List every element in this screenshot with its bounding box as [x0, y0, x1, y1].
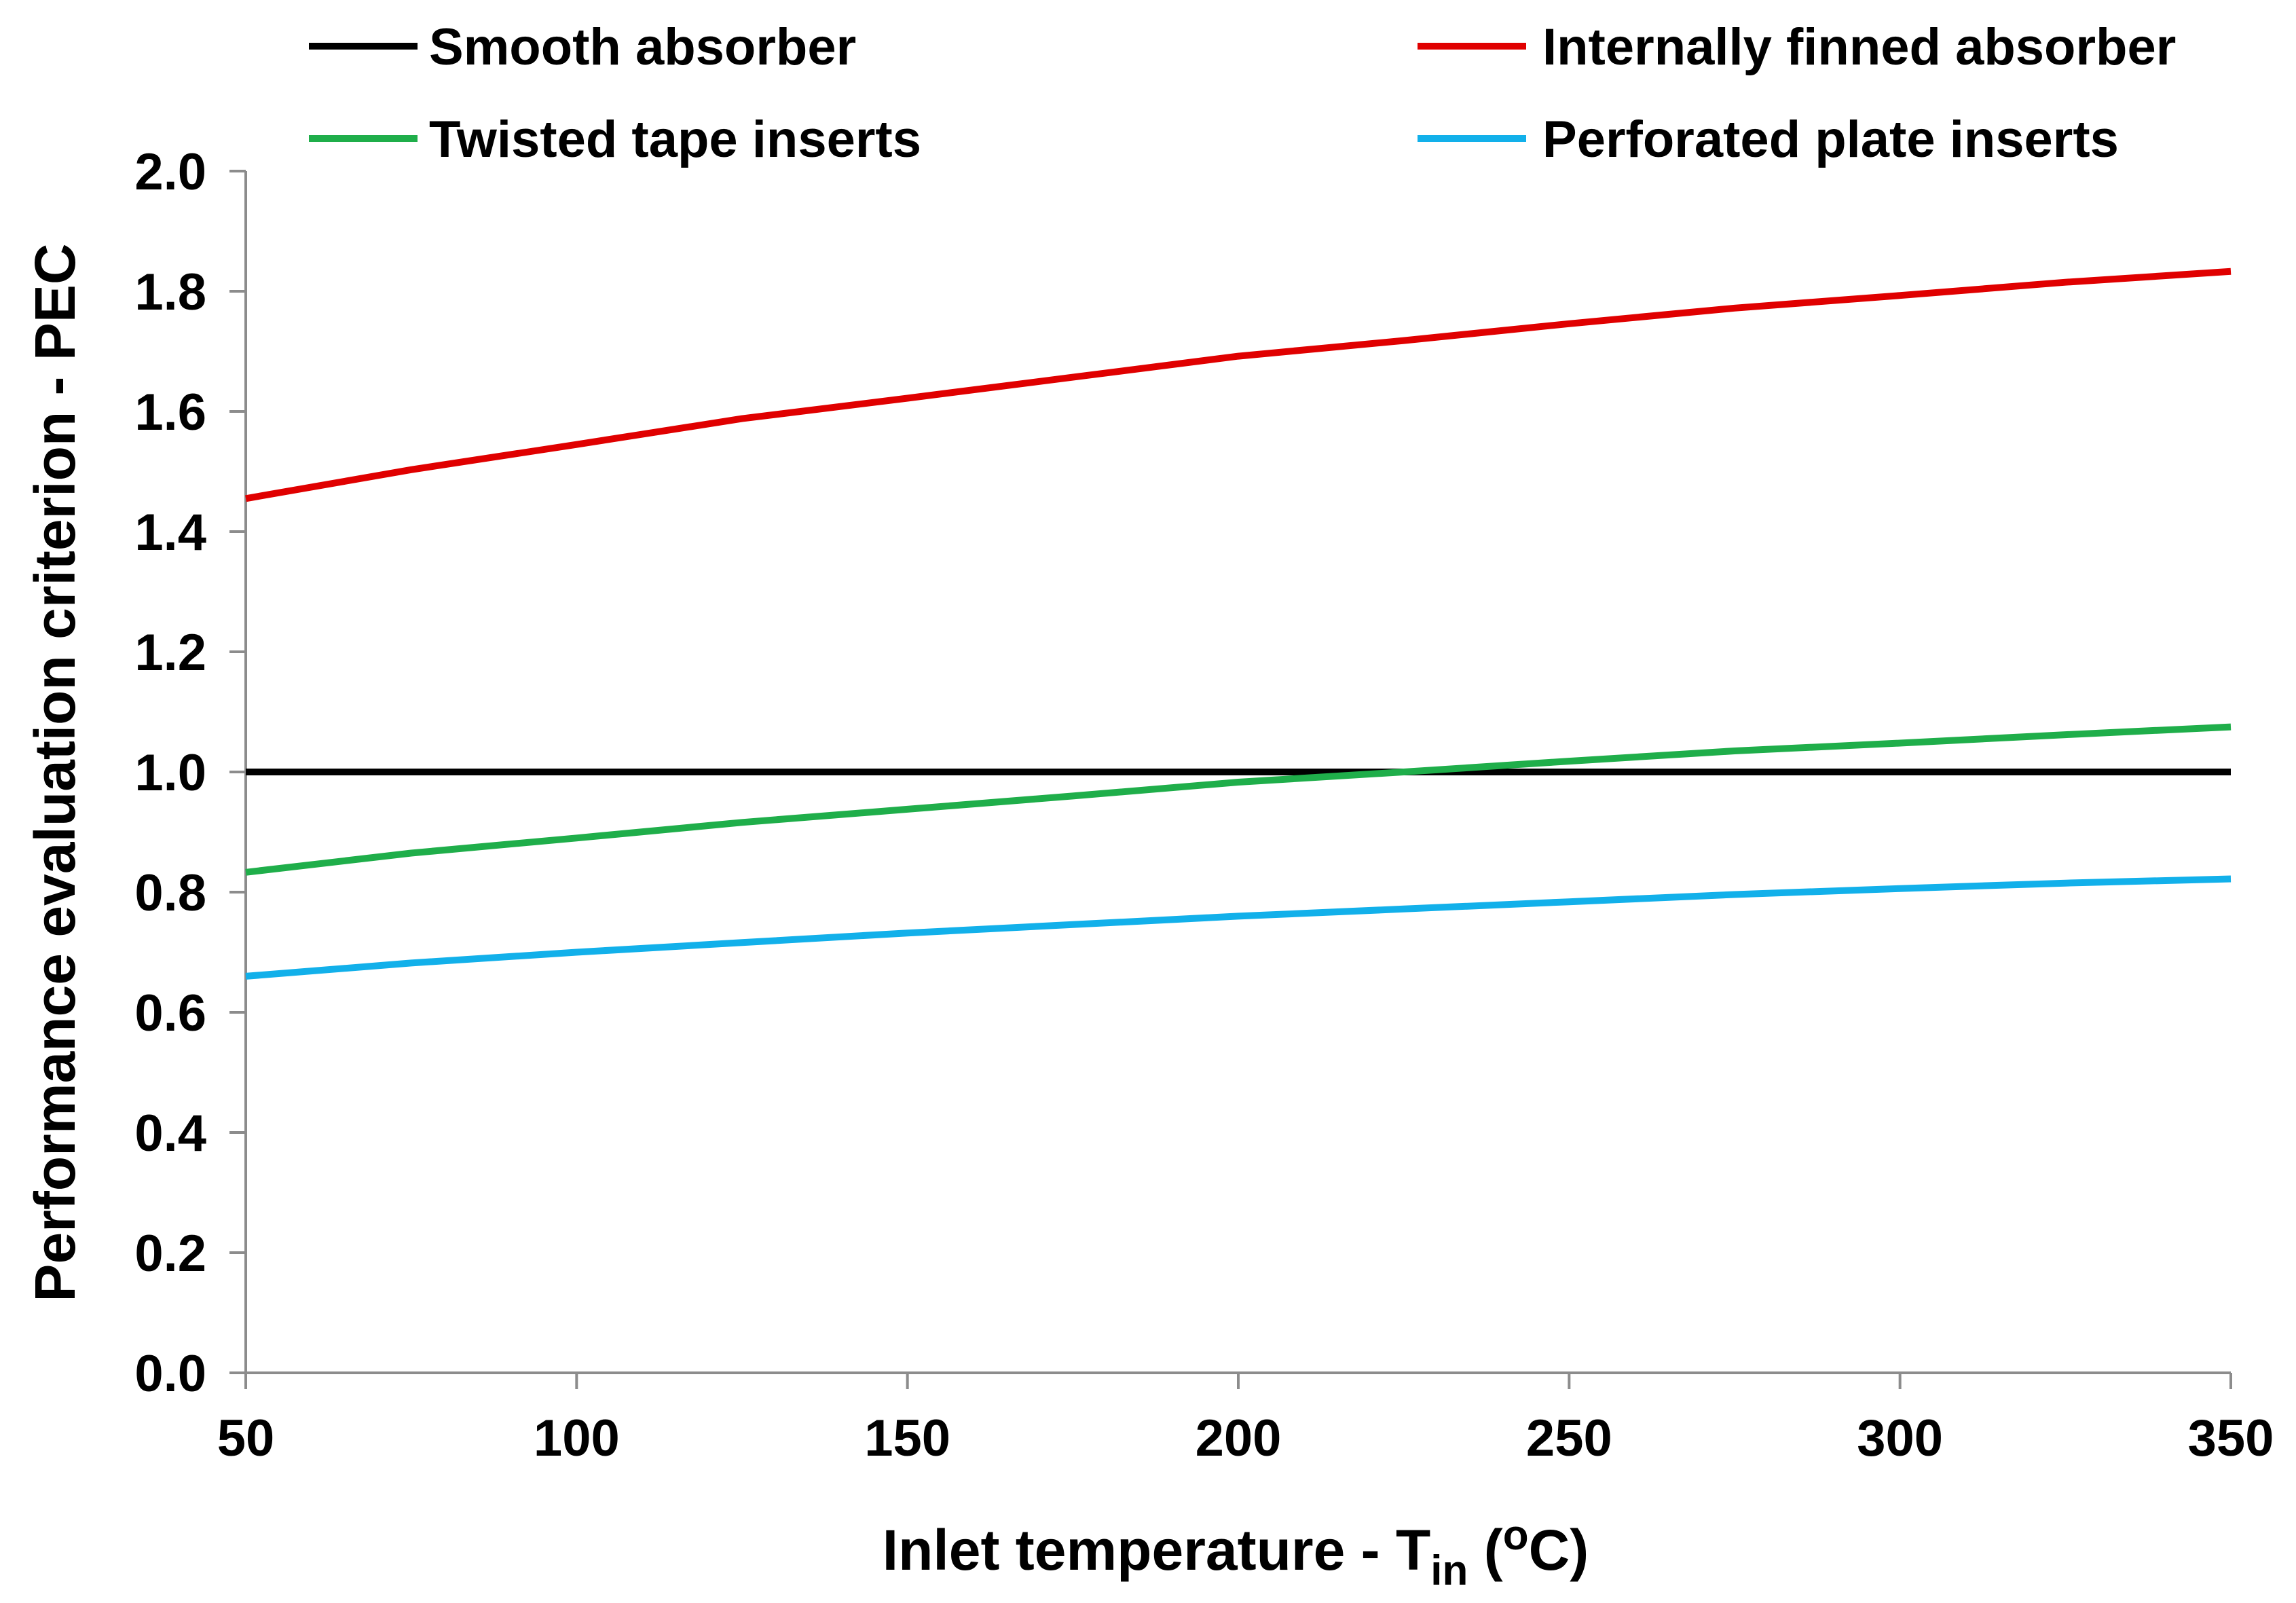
x-tick-label: 300: [1857, 1409, 1943, 1467]
axes: 0.0 0.2 0.4 0.6 0.8 1.0 1.2 1.4 1.6 1.8 2.0 50 100 1…: [134, 143, 2274, 1467]
x-tick-label: 50: [217, 1409, 275, 1467]
x-axis-title-open-paren: (: [1468, 1518, 1502, 1582]
x-axis-title-unit: C): [1529, 1518, 1589, 1582]
series-line-twisted-tape-inserts: [245, 723, 2232, 876]
legend-label-perforated-plate-inserts: Perforated plate inserts: [1542, 111, 2119, 168]
x-axis-title-superscript: o: [1503, 1512, 1529, 1559]
x-axis-ticks: 50 100 150 200 250 300 350: [217, 1373, 2274, 1467]
series-layer: [245, 268, 2232, 980]
y-tick-label: 0.4: [134, 1105, 206, 1162]
y-tick-label: 1.8: [134, 263, 206, 321]
legend-label-internally-finned-absorber: Internally finned absorber: [1542, 18, 2176, 76]
y-axis-ticks: 0.0 0.2 0.4 0.6 0.8 1.0 1.2 1.4 1.6 1.8 2.0: [134, 143, 246, 1403]
series-line-perforated-plate-inserts: [245, 875, 2232, 980]
y-tick-label: 2.0: [134, 143, 206, 201]
x-tick-label: 150: [864, 1409, 950, 1467]
y-axis-title: Performance evaluation criterion - PEC: [23, 243, 87, 1302]
y-tick-label: 0.2: [134, 1225, 206, 1283]
x-axis-title: Inlet temperature - Tin (oC): [883, 1512, 1589, 1594]
x-tick-label: 100: [534, 1409, 620, 1467]
y-tick-label: 1.6: [134, 384, 206, 441]
y-tick-label: 0.0: [134, 1345, 206, 1403]
x-tick-label: 350: [2188, 1409, 2274, 1467]
x-tick-label: 200: [1196, 1409, 1282, 1467]
y-tick-label: 0.6: [134, 984, 206, 1042]
x-tick-label: 250: [1526, 1409, 1612, 1467]
y-tick-label: 1.0: [134, 744, 206, 802]
legend: Smooth absorber Internally finned absorbe…: [309, 18, 2176, 168]
y-tick-label: 1.2: [134, 624, 206, 682]
legend-label-smooth-absorber: Smooth absorber: [429, 18, 856, 76]
legend-label-twisted-tape-inserts: Twisted tape inserts: [429, 111, 921, 168]
y-tick-label: 1.4: [134, 504, 206, 561]
x-axis-title-text: Inlet temperature - T: [883, 1518, 1430, 1582]
x-axis-title-subscript: in: [1430, 1547, 1468, 1594]
y-tick-label: 0.8: [134, 864, 206, 922]
series-line-internally-finned-absorber: [245, 268, 2232, 502]
